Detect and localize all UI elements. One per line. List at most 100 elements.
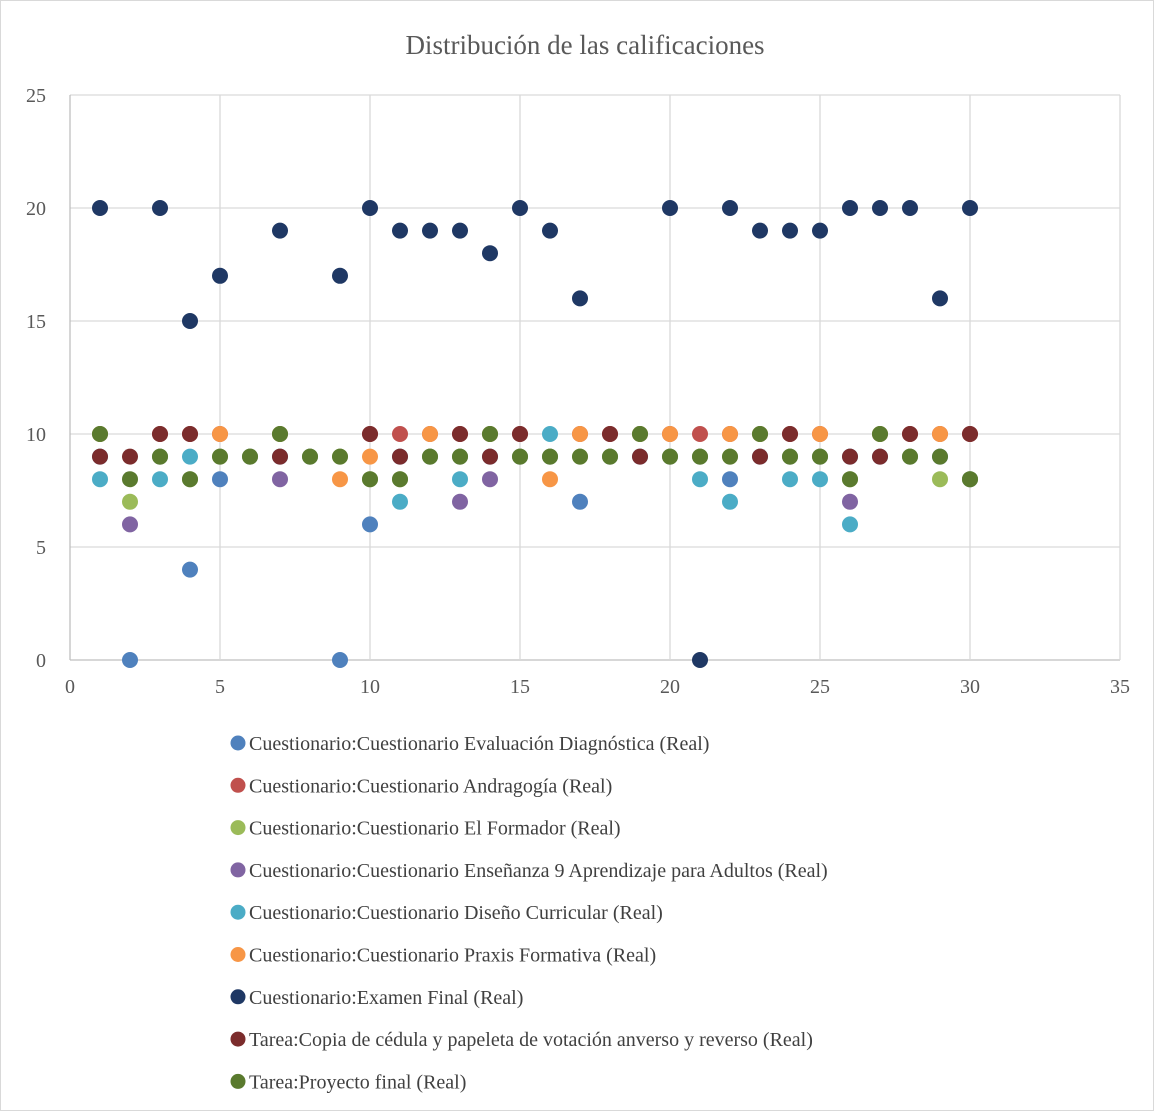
data-point <box>572 448 588 465</box>
data-point <box>332 652 348 668</box>
legend-entry: Cuestionario:Cuestionario Praxis Formati… <box>230 945 656 967</box>
legend-entry: Tarea:Proyecto final (Real) <box>230 1071 466 1093</box>
data-point <box>392 471 408 488</box>
data-point <box>572 426 588 442</box>
y-tick-label: 20 <box>26 198 46 220</box>
data-point <box>92 471 108 488</box>
data-point <box>122 493 138 510</box>
tick-labels: 0 5 10 15 20 25 0 5 10 15 20 25 30 35 <box>26 85 1130 698</box>
data-point <box>782 448 798 465</box>
legend-label: Tarea:Proyecto final (Real) <box>249 1071 466 1093</box>
data-point <box>362 516 378 533</box>
data-point <box>332 448 348 465</box>
data-point <box>602 426 618 442</box>
data-point <box>212 267 228 284</box>
data-point <box>152 448 168 465</box>
data-point <box>962 471 978 488</box>
data-point <box>872 448 888 465</box>
data-point <box>722 426 738 442</box>
data-point <box>872 200 888 216</box>
data-point <box>542 471 558 488</box>
data-point <box>752 448 768 465</box>
data-point <box>662 426 678 442</box>
data-point <box>932 290 948 307</box>
data-point <box>722 493 738 510</box>
data-point <box>722 448 738 465</box>
data-point <box>92 448 108 465</box>
y-tick-label: 10 <box>26 424 46 446</box>
data-point <box>242 448 258 465</box>
data-point <box>182 448 198 465</box>
x-tick-label: 25 <box>810 676 830 698</box>
data-point <box>92 200 108 216</box>
data-point <box>272 222 288 239</box>
x-tick-label: 15 <box>510 676 530 698</box>
data-point <box>422 448 438 465</box>
x-tick-label: 10 <box>360 676 380 698</box>
data-point <box>662 200 678 216</box>
legend-label: Cuestionario:Cuestionario El Formador (R… <box>249 818 621 840</box>
legend-marker <box>230 862 246 878</box>
legend-marker <box>230 777 246 793</box>
data-point <box>872 426 888 442</box>
data-point <box>422 426 438 442</box>
data-point <box>482 471 498 488</box>
data-point <box>452 493 468 510</box>
data-point <box>812 471 828 488</box>
data-point <box>92 426 108 442</box>
y-tick-label: 15 <box>26 311 46 333</box>
data-point <box>722 471 738 488</box>
y-tick-label: 5 <box>36 537 46 559</box>
data-point <box>932 471 948 488</box>
series-6 <box>212 426 948 488</box>
data-point <box>512 426 528 442</box>
series-7 <box>92 200 978 668</box>
legend-marker <box>230 735 246 751</box>
data-point <box>692 652 708 668</box>
legend-marker <box>230 1073 246 1089</box>
legend-label: Tarea:Copia de cédula y papeleta de vota… <box>249 1029 813 1051</box>
data-point <box>392 426 408 442</box>
data-point <box>332 471 348 488</box>
data-point <box>842 200 858 216</box>
legend-entry: Cuestionario:Cuestionario Andragogía (Re… <box>230 775 612 797</box>
legend-label: Cuestionario:Cuestionario Evaluación Dia… <box>249 733 709 755</box>
data-point <box>962 200 978 216</box>
data-point <box>542 222 558 239</box>
data-point <box>452 448 468 465</box>
data-point <box>392 222 408 239</box>
x-tick-label: 5 <box>215 676 225 698</box>
data-point <box>152 426 168 442</box>
data-point <box>182 426 198 442</box>
data-point <box>542 426 558 442</box>
series-5 <box>92 426 858 533</box>
series-9 <box>92 426 978 488</box>
data-point <box>722 200 738 216</box>
data-point <box>842 493 858 510</box>
legend-label: Cuestionario:Examen Final (Real) <box>249 987 523 1009</box>
data-point <box>212 426 228 442</box>
data-point <box>932 426 948 442</box>
x-tick-label: 0 <box>65 676 75 698</box>
legend-label: Cuestionario:Cuestionario Enseñanza 9 Ap… <box>249 860 828 882</box>
data-point <box>152 200 168 216</box>
data-point <box>422 222 438 239</box>
data-point <box>482 245 498 262</box>
data-point <box>392 493 408 510</box>
data-point <box>272 471 288 488</box>
data-point <box>842 516 858 533</box>
data-point <box>752 222 768 239</box>
data-point <box>902 200 918 216</box>
data-point <box>512 200 528 216</box>
legend-marker <box>230 820 246 836</box>
data-point <box>842 471 858 488</box>
data-point <box>812 426 828 442</box>
legend-label: Cuestionario:Cuestionario Andragogía (Re… <box>249 775 612 797</box>
data-point <box>122 652 138 668</box>
data-point <box>302 448 318 465</box>
legend-entry: Cuestionario:Cuestionario Enseñanza 9 Ap… <box>230 860 828 882</box>
data-point <box>212 471 228 488</box>
legend-marker <box>230 904 246 920</box>
grid-layer <box>69 94 1121 661</box>
